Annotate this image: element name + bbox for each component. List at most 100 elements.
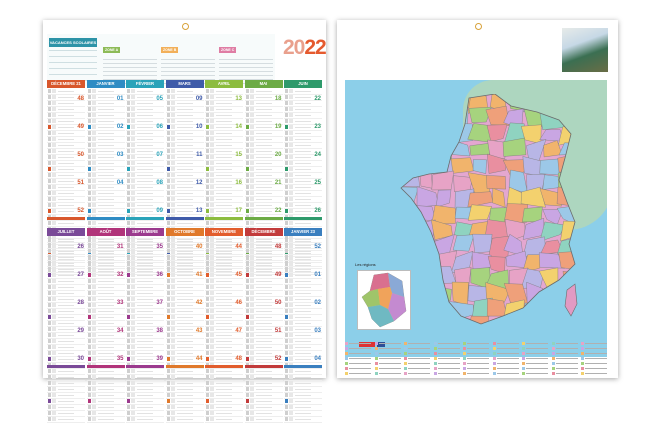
- day-row: [205, 113, 243, 119]
- map-publisher-logos: [377, 342, 385, 347]
- week-number: 39: [156, 356, 163, 362]
- day-row: [126, 125, 164, 131]
- day-row: [47, 89, 85, 95]
- day-row: [284, 309, 322, 315]
- year-title: 2022: [283, 36, 327, 60]
- day-row: [205, 285, 243, 291]
- regions-inset-title: Les régions: [355, 262, 376, 267]
- day-list: [47, 89, 85, 275]
- day-row: [86, 375, 125, 381]
- day-row: [126, 327, 164, 333]
- day-row: [47, 269, 85, 275]
- day-row: [205, 239, 243, 245]
- day-row: [284, 161, 322, 167]
- day-row: [86, 197, 125, 203]
- legend-entry: [581, 372, 611, 376]
- month-header: MAI: [244, 80, 283, 88]
- week-number: 22: [274, 208, 282, 214]
- legend-entry: [404, 357, 434, 361]
- day-row: [86, 243, 125, 249]
- day-row: [86, 309, 125, 315]
- legend-entry: [374, 342, 405, 346]
- day-row: [284, 101, 322, 107]
- week-number: 44: [235, 244, 242, 250]
- week-number: 49: [274, 272, 282, 278]
- day-row: [126, 393, 164, 399]
- day-row: [47, 95, 85, 101]
- day-row: [165, 167, 204, 173]
- department-area: [487, 139, 508, 159]
- month-column: FÉVRIER 05 06 07 08 09: [126, 80, 164, 275]
- day-row: [47, 243, 85, 249]
- month-column: JANVIER 01 02 03 04: [86, 80, 125, 275]
- day-row: [47, 191, 85, 197]
- legend-entry: [433, 362, 464, 366]
- day-row: [244, 387, 283, 393]
- week-number: 41: [195, 272, 203, 278]
- day-row: [244, 89, 283, 95]
- month-header: AOÛT: [86, 228, 125, 236]
- day-row: [47, 309, 85, 315]
- day-row: [165, 149, 204, 155]
- legend-entry: [374, 367, 405, 371]
- legend-entry: [345, 357, 375, 361]
- day-row: [244, 203, 283, 209]
- day-row: [126, 267, 164, 273]
- day-row: [165, 309, 204, 315]
- legend-entry: [374, 357, 405, 361]
- week-number: 13: [235, 96, 242, 102]
- day-row: [244, 369, 283, 375]
- day-row: [86, 269, 125, 275]
- month-footer-bar: [47, 365, 85, 368]
- day-row: [86, 221, 125, 227]
- day-row: [86, 369, 125, 375]
- week-number: 10: [195, 124, 203, 130]
- day-row: [244, 249, 283, 255]
- legend-entry: [433, 342, 464, 346]
- day-row: [244, 221, 283, 227]
- day-row: [86, 339, 125, 345]
- month-header: JANVIER: [86, 80, 125, 88]
- day-row: [47, 167, 85, 173]
- day-row: [47, 267, 85, 273]
- day-row: [86, 261, 125, 267]
- day-row: [244, 131, 283, 137]
- week-number: 01: [116, 96, 124, 102]
- department-area: [539, 221, 565, 242]
- week-number: 36: [156, 272, 163, 278]
- day-row: [244, 333, 283, 339]
- day-row: [86, 279, 125, 285]
- department-area: [492, 187, 506, 208]
- legend-entry: [463, 367, 493, 371]
- day-row: [284, 155, 322, 161]
- month-column: JUIN 22 23 24 25 26: [284, 80, 322, 275]
- day-row: [126, 245, 164, 251]
- legend-entry: [404, 362, 434, 366]
- day-row: [126, 179, 164, 185]
- department-area: [539, 109, 565, 130]
- week-number: 25: [314, 180, 321, 186]
- department-area: [401, 122, 422, 145]
- day-row: [284, 95, 322, 101]
- day-row: [165, 261, 204, 267]
- legend-entry: [345, 342, 375, 346]
- day-row: [165, 357, 204, 363]
- day-row: [205, 251, 243, 257]
- day-row: [47, 221, 85, 227]
- day-row: [205, 303, 243, 309]
- day-row: [205, 167, 243, 173]
- week-number: 29: [77, 328, 84, 334]
- day-row: [47, 137, 85, 143]
- month-column: DÉCEMBRE 48 49 50 51 52: [244, 228, 283, 423]
- day-row: [284, 417, 322, 423]
- day-row: [47, 393, 85, 399]
- department-area: [452, 234, 475, 252]
- day-row: [284, 131, 322, 137]
- department-area: [401, 204, 419, 220]
- day-row: [244, 143, 283, 149]
- week-number: 35: [156, 244, 163, 250]
- week-number: 20: [274, 152, 282, 158]
- day-row: [205, 107, 243, 113]
- day-row: [165, 327, 204, 333]
- day-row: [284, 137, 322, 143]
